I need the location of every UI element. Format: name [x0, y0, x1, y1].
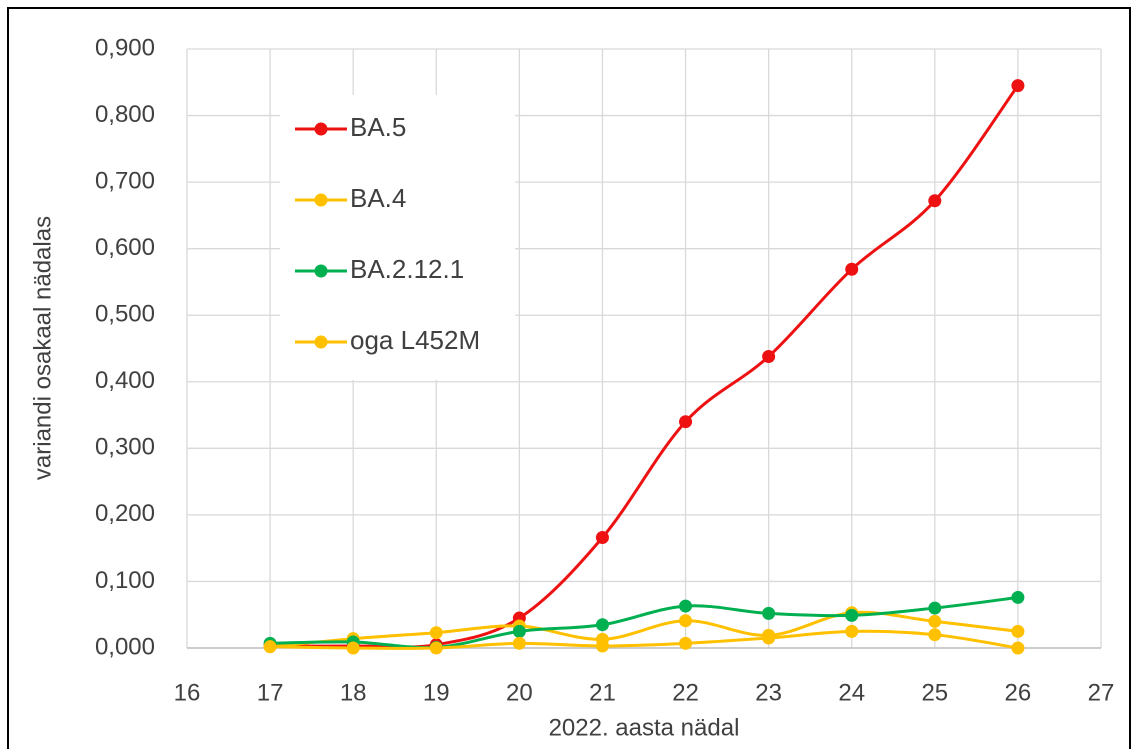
x-tick-label: 22 — [672, 679, 699, 706]
x-tick-label: 25 — [921, 679, 948, 706]
x-tick-label: 23 — [755, 679, 782, 706]
y-tick-label: 0,000 — [95, 633, 155, 660]
data-point — [928, 628, 942, 642]
y-tick-label: 0,200 — [95, 500, 155, 527]
plot — [263, 79, 1025, 655]
series-line — [270, 595, 1019, 650]
data-point — [263, 640, 277, 654]
y-tick-label: 0,900 — [95, 34, 155, 61]
data-point — [845, 608, 859, 622]
legend-marker — [314, 193, 328, 207]
data-point — [595, 639, 609, 653]
x-tick-label: 21 — [589, 679, 616, 706]
x-axis-label: 2022. aasta nädal — [549, 714, 740, 741]
data-point — [1011, 624, 1025, 638]
data-point — [679, 636, 693, 650]
y-tick-label: 0,300 — [95, 434, 155, 461]
series-line — [270, 629, 1019, 650]
data-point — [679, 599, 693, 613]
legend-marker — [314, 264, 328, 278]
data-point — [762, 349, 776, 363]
x-tick-label: 17 — [257, 679, 284, 706]
data-point — [845, 624, 859, 638]
data-point — [679, 614, 693, 628]
legend-label: BA.5 — [350, 112, 406, 142]
data-point — [928, 601, 942, 615]
data-point — [1011, 590, 1025, 604]
y-tick-label: 0,400 — [95, 367, 155, 394]
data-point — [762, 606, 776, 620]
data-point — [595, 618, 609, 632]
legend-marker — [314, 122, 328, 136]
x-tick-label: 19 — [423, 679, 450, 706]
data-point — [1011, 641, 1025, 655]
data-point — [928, 194, 942, 208]
legend-label: BA.2.12.1 — [350, 254, 464, 284]
data-point — [1011, 79, 1025, 93]
x-tick-label: 24 — [838, 679, 865, 706]
x-tick-label: 26 — [1005, 679, 1032, 706]
data-point — [346, 641, 360, 655]
x-tick-label: 18 — [340, 679, 367, 706]
y-tick-label: 0,700 — [95, 167, 155, 194]
x-tick-label: 20 — [506, 679, 533, 706]
data-point — [762, 631, 776, 645]
legend: BA.5 BA.4 BA.2.12.1 oga L452M — [280, 95, 515, 380]
legend-label: oga L452M — [350, 325, 480, 355]
data-point — [928, 614, 942, 628]
legend-box — [280, 95, 515, 380]
grid: 0,000 0,100 0,200 0,300 0,400 0,500 0,600 0,700… — [95, 34, 1114, 706]
y-tick-label: 0,500 — [95, 301, 155, 328]
legend-label: BA.4 — [350, 183, 406, 213]
data-point — [845, 262, 859, 276]
y-axis-label: variandi osakaal nädalas — [29, 216, 56, 480]
y-tick-label: 0,600 — [95, 234, 155, 261]
data-point — [512, 624, 526, 638]
legend-marker — [314, 335, 328, 349]
data-point — [595, 531, 609, 545]
series-line — [269, 610, 1019, 649]
x-tick-label: 16 — [174, 679, 201, 706]
y-tick-label: 0,800 — [95, 101, 155, 128]
data-point — [512, 636, 526, 650]
y-tick-label: 0,100 — [95, 567, 155, 594]
data-point — [429, 626, 443, 640]
chart-frame — [7, 7, 1131, 749]
data-point — [679, 415, 693, 429]
x-tick-label: 27 — [1088, 679, 1115, 706]
data-point — [429, 641, 443, 655]
